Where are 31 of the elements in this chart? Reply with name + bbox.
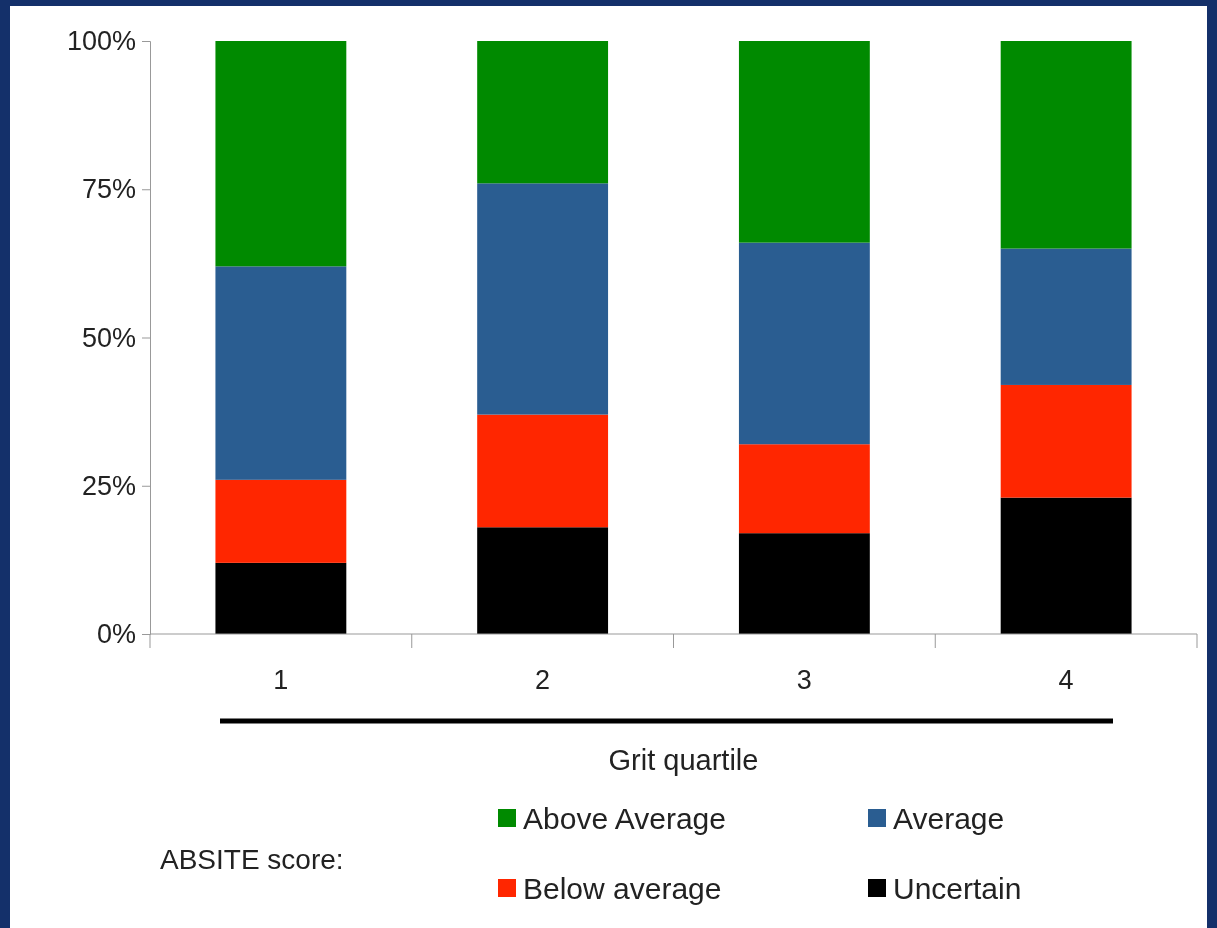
bar bbox=[738, 41, 870, 243]
y-tick-label: 50% bbox=[81, 322, 136, 353]
bar bbox=[477, 414, 609, 528]
y-tick-label: 25% bbox=[81, 470, 136, 501]
bar bbox=[738, 242, 870, 445]
legend-label: Average bbox=[893, 802, 1005, 835]
bar bbox=[1000, 497, 1132, 634]
legend-label: Below average bbox=[523, 872, 722, 905]
bar bbox=[1000, 248, 1132, 385]
bar bbox=[1000, 41, 1132, 249]
bar bbox=[215, 479, 347, 563]
bar bbox=[1000, 384, 1132, 498]
y-tick-label: 0% bbox=[96, 619, 136, 650]
bar bbox=[477, 183, 609, 415]
x-tick-label: 3 bbox=[796, 665, 812, 695]
x-axis-title: Grit quartile bbox=[608, 744, 759, 776]
y-tick-label: 75% bbox=[81, 174, 136, 205]
legend-label: Uncertain bbox=[893, 872, 1022, 905]
x-tick-label: 4 bbox=[1058, 665, 1074, 695]
x-tick-label: 1 bbox=[273, 665, 289, 695]
bar bbox=[215, 266, 347, 480]
bar bbox=[215, 41, 347, 267]
x-tick-label: 2 bbox=[535, 665, 551, 695]
bar bbox=[738, 533, 870, 634]
bar bbox=[215, 562, 347, 634]
legend-title: ABSITE score: bbox=[160, 844, 344, 875]
legend-label: Above Average bbox=[523, 802, 726, 835]
bar bbox=[477, 527, 609, 634]
bar bbox=[477, 41, 609, 184]
y-tick-label: 100% bbox=[66, 26, 136, 57]
bar bbox=[738, 444, 870, 534]
